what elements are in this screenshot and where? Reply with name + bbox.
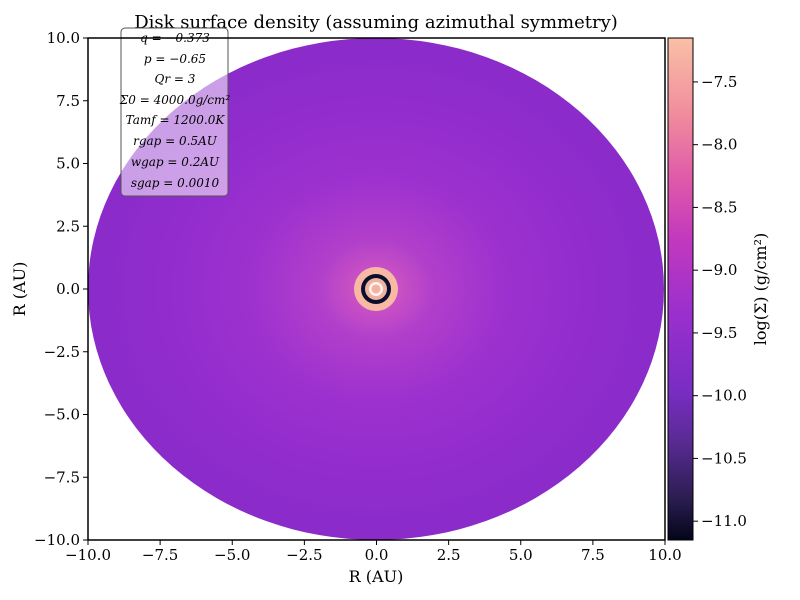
x-tick-label: 5.0: [509, 546, 533, 564]
param-sigma0: Σ0 = 4000.0g/cm²: [119, 93, 231, 107]
param-qr: Qr = 3: [155, 72, 196, 86]
colorbar-label: log(Σ) (g/cm²): [751, 233, 770, 346]
x-tick-label: −2.5: [286, 546, 322, 564]
x-tick-label: 7.5: [581, 546, 605, 564]
param-p: p = −0.65: [144, 52, 206, 66]
colorbar-tick-label: −10.0: [701, 387, 747, 405]
param-wgap: wgap = 0.2AU: [131, 155, 220, 169]
x-tick-label: 2.5: [437, 546, 461, 564]
colorbar-tick-label: −11.0: [701, 512, 747, 530]
y-tick-label: 5.0: [56, 155, 80, 173]
x-tick-label: 0.0: [365, 546, 389, 564]
parameters-box: q = −0.373 p = −0.65 Qr = 3 Σ0 = 4000.0g…: [119, 27, 231, 197]
colorbar-tick-label: −8.0: [701, 136, 737, 154]
colorbar-gradient: [667, 37, 694, 541]
y-tick-label: −2.5: [44, 343, 80, 361]
colorbar-ticks: −7.5 −8.0 −8.5 −9.0 −9.5 −10.0 −10.5 −11.0: [693, 73, 747, 530]
y-axis: −10.0 −7.5 −5.0 −2.5 0.0 2.5 5.0 7.5 10.0: [34, 29, 88, 549]
x-tick-label: −5.0: [214, 546, 250, 564]
y-axis-label: R (AU): [10, 262, 29, 317]
y-tick-label: 0.0: [56, 280, 80, 298]
y-tick-label: −10.0: [34, 531, 80, 549]
x-tick-label: −7.5: [142, 546, 178, 564]
x-tick-label: −10.0: [65, 546, 111, 564]
param-rgap: rgap = 0.5AU: [133, 134, 218, 148]
colorbar-tick-label: −9.0: [701, 261, 737, 279]
y-tick-label: 7.5: [56, 92, 80, 110]
y-tick-label: 10.0: [47, 29, 80, 47]
colorbar-tick-label: −9.5: [701, 324, 737, 342]
colorbar-tick-label: −7.5: [701, 73, 737, 91]
parameters-box-frame: [120, 27, 229, 197]
y-tick-label: −5.0: [44, 406, 80, 424]
inner-core: [371, 284, 381, 294]
colorbar: −7.5 −8.0 −8.5 −9.0 −9.5 −10.0 −10.5 −11.0 log(…: [667, 37, 770, 541]
chart-title: Disk surface density (assuming azimuthal…: [134, 12, 618, 33]
x-axis: −10.0 −7.5 −5.0 −2.5 0.0 2.5 5.0 7.5 10.0: [65, 540, 682, 564]
x-tick-label: 10.0: [648, 546, 681, 564]
param-tamf: Tamf = 1200.0K: [126, 113, 226, 127]
colorbar-tick-label: −10.5: [701, 449, 747, 467]
y-tick-label: 2.5: [56, 217, 80, 235]
colorbar-tick-label: −8.5: [701, 198, 737, 216]
y-tick-label: −7.5: [44, 468, 80, 486]
param-sgap: sgap = 0.0010: [131, 176, 220, 190]
x-axis-label: R (AU): [349, 567, 404, 586]
plot-area: q = −0.373 p = −0.65 Qr = 3 Σ0 = 4000.0g…: [87, 27, 666, 541]
